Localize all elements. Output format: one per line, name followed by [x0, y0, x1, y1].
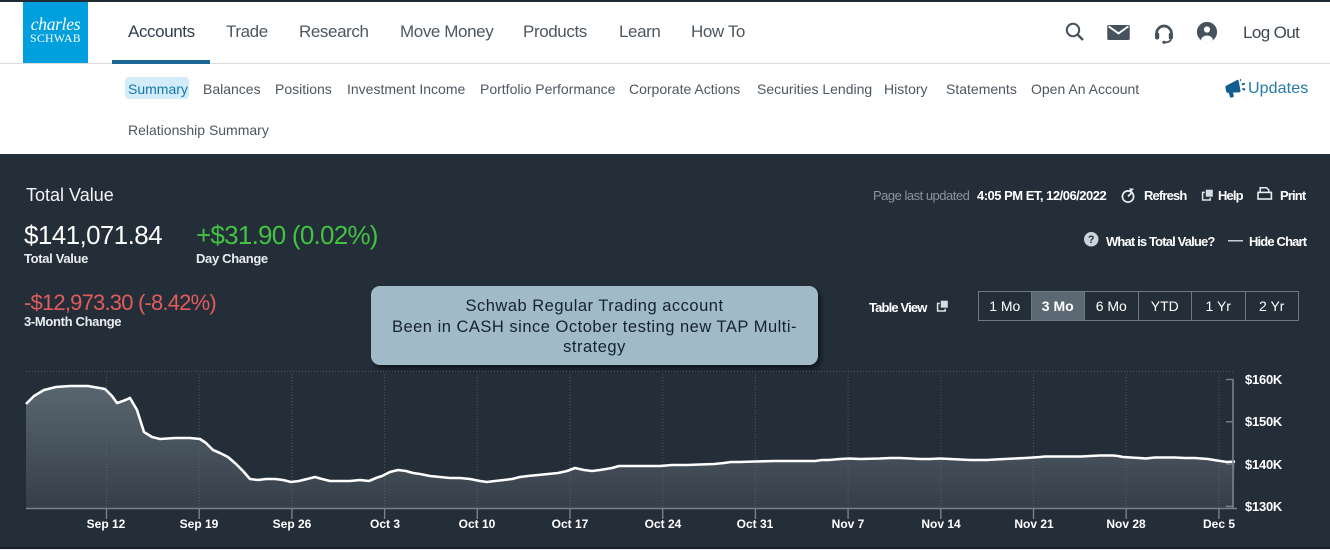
svg-text:?: ? [1088, 234, 1095, 246]
